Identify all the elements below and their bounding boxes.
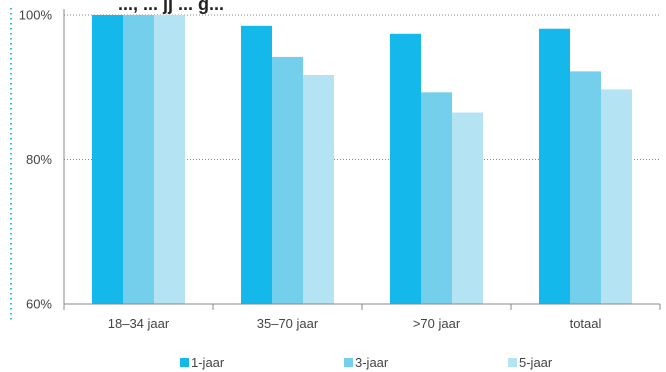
x-tick-label: 35–70 jaar (257, 316, 319, 331)
legend-swatch (344, 358, 353, 367)
legend-label: 3-jaar (355, 355, 389, 370)
bar-5-jaar-2 (303, 74, 334, 304)
legend-label: 5-jaar (519, 355, 553, 370)
y-tick-labels: 60% 80% 100% (19, 8, 53, 312)
y-tick-label: 100% (19, 8, 53, 23)
bar-5-jaar-3 (452, 112, 483, 304)
legend-item-3-jaar: 3-jaar (344, 355, 389, 370)
bar-3-jaar-4 (570, 71, 601, 304)
y-tick-label: 60% (26, 297, 52, 312)
y-tick-label: 80% (26, 152, 52, 167)
bar-1-jaar-3 (390, 33, 421, 304)
bar-1-jaar-1 (92, 15, 123, 304)
legend-swatch (508, 358, 517, 367)
bar-3-jaar-1 (123, 15, 154, 304)
x-tick-label: 18–34 jaar (108, 316, 170, 331)
legend-label: 1-jaar (191, 355, 225, 370)
bar-1-jaar-4 (539, 28, 570, 304)
chart-title-text: ..., ... jj ... g... (118, 0, 224, 14)
legend-swatch (180, 358, 189, 367)
legend-item-1-jaar: 1-jaar (180, 355, 225, 370)
x-tick-label: totaal (570, 316, 602, 331)
bar-1-jaar-2 (241, 25, 272, 305)
chart-title: ..., ... jj ... g... (118, 0, 224, 14)
bar-3-jaar-3 (421, 92, 452, 305)
axes (63, 9, 661, 310)
bars (92, 15, 632, 305)
x-tick-label: >70 jaar (413, 316, 461, 331)
bar-5-jaar-4 (601, 89, 632, 304)
bar-5-jaar-1 (154, 15, 185, 304)
bar-3-jaar-2 (272, 56, 303, 304)
legend-item-5-jaar: 5-jaar (508, 355, 553, 370)
legend: 1-jaar 3-jaar 5-jaar (180, 355, 553, 370)
x-tick-labels: 18–34 jaar 35–70 jaar >70 jaar totaal (108, 316, 602, 331)
